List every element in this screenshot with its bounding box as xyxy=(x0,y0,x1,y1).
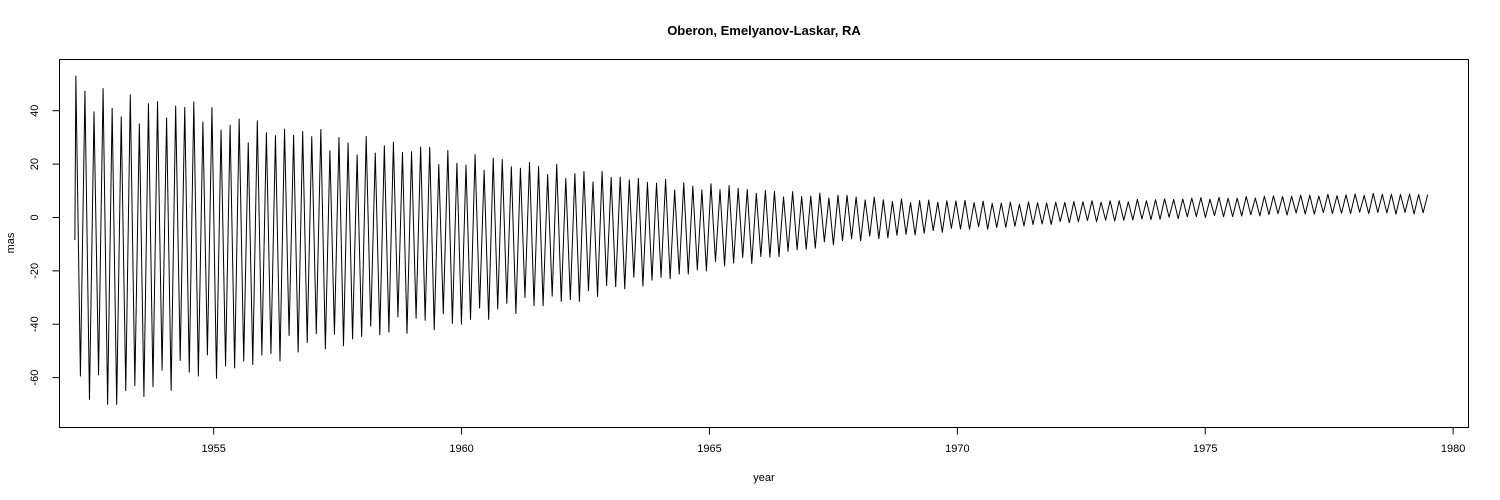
chart-title: Oberon, Emelyanov-Laskar, RA xyxy=(667,23,861,38)
x-tick-label: 1955 xyxy=(201,443,225,455)
x-axis-label: year xyxy=(753,472,775,484)
x-tick-label: 1970 xyxy=(945,443,969,455)
y-axis-label: mas xyxy=(5,232,17,253)
x-axis: 1955 1960 1965 1970 1975 1980 xyxy=(201,427,1465,455)
x-tick-label: 1980 xyxy=(1441,443,1465,455)
y-tick-label: -20 xyxy=(29,263,41,279)
x-tick-label: 1975 xyxy=(1193,443,1217,455)
y-tick-label: 20 xyxy=(29,158,41,170)
x-tick-label: 1965 xyxy=(697,443,721,455)
plot-frame xyxy=(59,59,1469,428)
y-tick-label: -60 xyxy=(29,370,41,386)
y-tick-label: 0 xyxy=(29,214,41,220)
series-line xyxy=(74,75,1429,405)
y-tick-label: 40 xyxy=(29,105,41,117)
y-axis: -60 -40 -20 0 20 40 xyxy=(29,105,60,386)
x-tick-label: 1960 xyxy=(449,443,473,455)
y-tick-label: -40 xyxy=(29,316,41,332)
